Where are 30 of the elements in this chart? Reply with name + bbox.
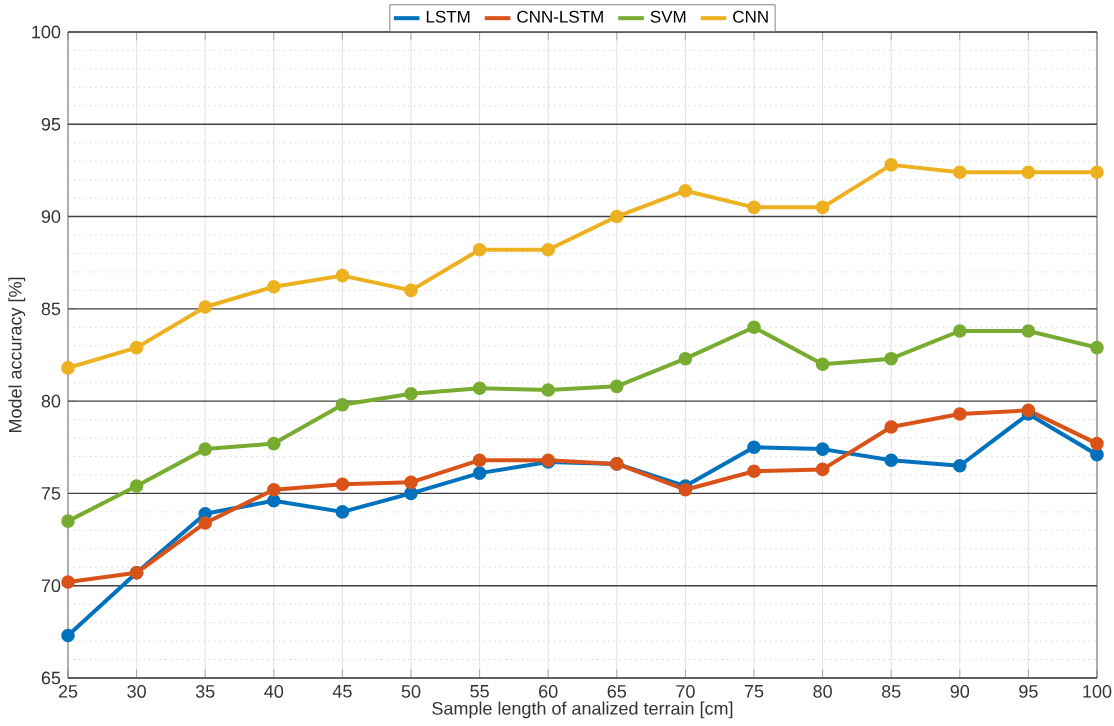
x-tick-label: 45: [332, 685, 352, 698]
y-tick-label: 95: [41, 117, 61, 131]
legend-label: SVM: [650, 10, 686, 23]
y-tick-label: 85: [41, 302, 61, 316]
legend-label: LSTM: [426, 10, 470, 23]
x-tick-label: 100: [1083, 685, 1112, 698]
x-axis-title: Sample length of analized terrain [cm]: [432, 701, 733, 719]
legend-label: CNN-LSTM: [517, 10, 603, 23]
x-tick-label: 85: [881, 685, 901, 698]
y-tick-label: 80: [41, 394, 61, 408]
y-tick-label: 65: [41, 671, 61, 685]
x-tick-label: 55: [470, 685, 489, 698]
legend-label: CNN: [733, 10, 768, 23]
y-tick-label: 70: [41, 579, 61, 593]
y-tick-label: 90: [41, 210, 61, 223]
x-tick-label: 35: [195, 685, 215, 698]
y-tick-label: 100: [32, 25, 61, 39]
x-tick-label: 50: [401, 685, 421, 698]
x-tick-label: 95: [1019, 685, 1038, 698]
x-tick-label: 40: [264, 685, 284, 698]
y-tick-label: 75: [41, 487, 61, 500]
x-tick-label: 80: [813, 685, 832, 698]
x-tick-label: 30: [127, 685, 146, 698]
x-tick-label: 75: [744, 685, 764, 698]
y-axis-title: Model accuracy [%]: [8, 277, 26, 433]
x-tick-label: 65: [607, 685, 627, 698]
x-tick-label: 60: [539, 685, 558, 698]
x-tick-label: 25: [58, 685, 78, 698]
x-tick-label: 70: [676, 685, 695, 698]
x-tick-label: 90: [950, 685, 970, 698]
